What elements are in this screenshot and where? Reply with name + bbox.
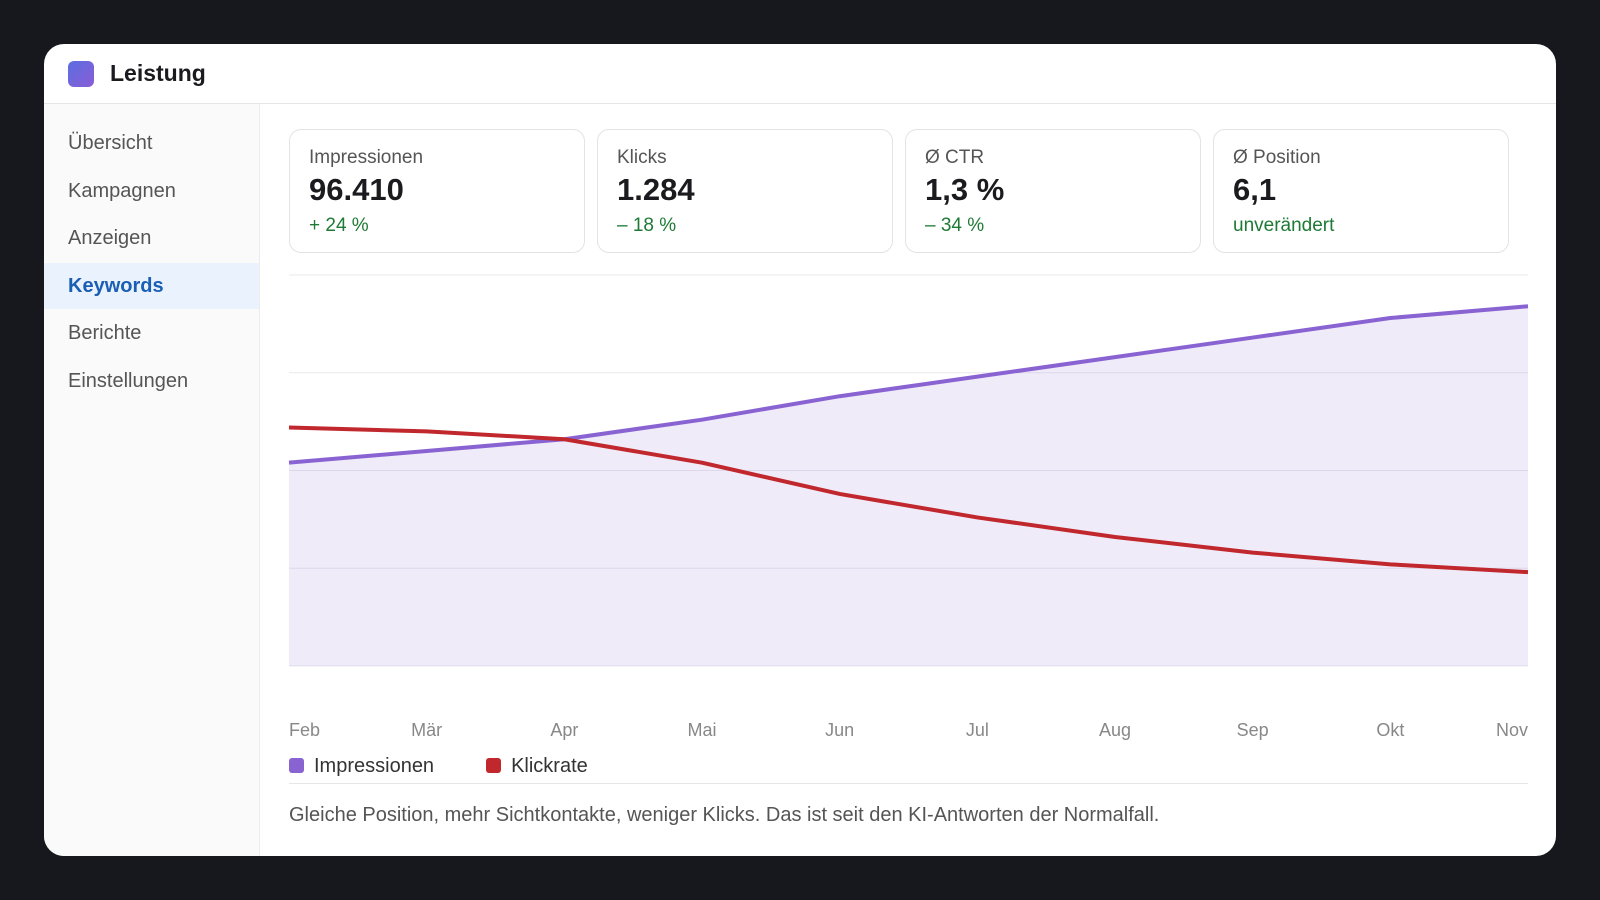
area [289, 306, 1528, 666]
sidebar: Übersicht Kampagnen Anzeigen Keywords Berich… [44, 104, 260, 856]
kpi-card: Ø Position 6,1 unverändert [1213, 129, 1509, 253]
kpi-label: Impressionen [309, 147, 424, 168]
nav-item[interactable]: Berichte [68, 322, 142, 344]
separator [289, 783, 1528, 784]
x-tick-label: Okt [1376, 720, 1404, 740]
kpi-delta: + 24 % [309, 215, 369, 236]
kpi-label: Klicks [617, 147, 667, 168]
legend-label: Klickrate [511, 755, 588, 777]
kpi-card: Klicks 1.284 – 18 % [597, 129, 893, 253]
nav-item[interactable]: Anzeigen [68, 227, 152, 249]
kpi-value: 96.410 [309, 172, 404, 207]
x-tick-label: Jul [966, 720, 989, 740]
line [288, 425, 1529, 575]
panel: Leistung Übersicht Kampagnen Anzeigen Keywo… [44, 44, 1556, 856]
legend-swatch [289, 758, 304, 773]
nav-item[interactable]: Einstellungen [68, 369, 189, 392]
kpi-value: 1.284 [617, 172, 695, 207]
x-tick-label: Apr [550, 720, 578, 740]
kpi-value: 6,1 [1233, 172, 1277, 207]
header: Leistung [44, 44, 1556, 104]
x-tick-label: Jun [825, 720, 854, 740]
x-tick-label: Mai [687, 720, 716, 740]
kpi-delta: – 18 % [617, 215, 677, 236]
nav-item[interactable]: Übersicht [68, 132, 153, 154]
kpi-delta: – 34 % [925, 215, 985, 236]
x-tick-label: Feb [289, 720, 320, 740]
nav-item[interactable]: Keywords [44, 262, 259, 309]
logo [68, 61, 94, 87]
legend: Impressionen Klickrate [289, 755, 588, 778]
chart: Feb Mär Apr Mai Jun Jul Aug Sep Okt Nov [288, 274, 1529, 740]
legend-label: Impressionen [314, 755, 435, 777]
kpi-card: Impressionen 96.410 + 24 % [289, 129, 585, 253]
kpi-value: 1,3 % [925, 172, 1005, 207]
kpi-delta: unverändert [1233, 215, 1335, 236]
x-tick-label: Mär [411, 720, 442, 740]
line [288, 304, 1529, 465]
x-tick-label: Nov [1496, 720, 1528, 740]
x-tick-label: Sep [1237, 720, 1269, 740]
legend-item: Klickrate [486, 755, 588, 778]
nav-item[interactable]: Kampagnen [68, 179, 176, 202]
legend-item: Impressionen [289, 755, 434, 778]
x-tick-label: Aug [1099, 720, 1131, 740]
kpi-label: Ø CTR [925, 147, 985, 168]
header-title: Leistung [110, 60, 206, 86]
caption: Gleiche Position, mehr Sichtkontakte, we… [289, 804, 1160, 826]
kpi-card: Ø CTR 1,3 % – 34 % [905, 129, 1201, 253]
kpi-label: Ø Position [1233, 147, 1321, 168]
legend-swatch [486, 758, 502, 773]
